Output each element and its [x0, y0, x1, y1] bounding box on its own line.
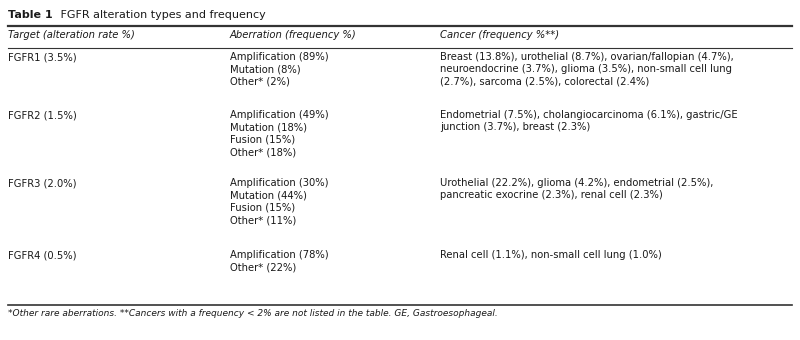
- Text: Amplification (30%): Amplification (30%): [230, 178, 329, 188]
- Text: Other* (11%): Other* (11%): [230, 216, 296, 225]
- Text: FGFR1 (3.5%): FGFR1 (3.5%): [8, 52, 77, 62]
- Text: Fusion (15%): Fusion (15%): [230, 135, 295, 145]
- Text: Amplification (78%): Amplification (78%): [230, 250, 329, 260]
- Text: FGFR4 (0.5%): FGFR4 (0.5%): [8, 250, 77, 260]
- Text: Cancer (frequency %**): Cancer (frequency %**): [440, 30, 559, 40]
- Text: Table 1: Table 1: [8, 10, 53, 20]
- Text: Other* (18%): Other* (18%): [230, 148, 296, 157]
- Text: Urothelial (22.2%), glioma (4.2%), endometrial (2.5%),: Urothelial (22.2%), glioma (4.2%), endom…: [440, 178, 714, 188]
- Text: FGFR3 (2.0%): FGFR3 (2.0%): [8, 178, 77, 188]
- Text: pancreatic exocrine (2.3%), renal cell (2.3%): pancreatic exocrine (2.3%), renal cell (…: [440, 190, 662, 201]
- Text: Breast (13.8%), urothelial (8.7%), ovarian/fallopian (4.7%),: Breast (13.8%), urothelial (8.7%), ovari…: [440, 52, 734, 62]
- Text: FGFR2 (1.5%): FGFR2 (1.5%): [8, 110, 77, 120]
- Text: Amplification (49%): Amplification (49%): [230, 110, 329, 120]
- Text: junction (3.7%), breast (2.3%): junction (3.7%), breast (2.3%): [440, 122, 590, 133]
- Text: Mutation (18%): Mutation (18%): [230, 122, 307, 133]
- Text: Other* (2%): Other* (2%): [230, 77, 290, 87]
- Text: Fusion (15%): Fusion (15%): [230, 203, 295, 213]
- Text: Other* (22%): Other* (22%): [230, 262, 296, 272]
- Text: FGFR alteration types and frequency: FGFR alteration types and frequency: [50, 10, 266, 20]
- Text: *Other rare aberrations. **Cancers with a frequency < 2% are not listed in the t: *Other rare aberrations. **Cancers with …: [8, 309, 498, 318]
- Text: Endometrial (7.5%), cholangiocarcinoma (6.1%), gastric/GE: Endometrial (7.5%), cholangiocarcinoma (…: [440, 110, 738, 120]
- Text: neuroendocrine (3.7%), glioma (3.5%), non-small cell lung: neuroendocrine (3.7%), glioma (3.5%), no…: [440, 65, 732, 74]
- Text: Target (alteration rate %): Target (alteration rate %): [8, 30, 135, 40]
- Text: Mutation (44%): Mutation (44%): [230, 190, 307, 201]
- Text: (2.7%), sarcoma (2.5%), colorectal (2.4%): (2.7%), sarcoma (2.5%), colorectal (2.4%…: [440, 77, 650, 87]
- Text: Mutation (8%): Mutation (8%): [230, 65, 301, 74]
- Text: Amplification (89%): Amplification (89%): [230, 52, 329, 62]
- Text: Aberration (frequency %): Aberration (frequency %): [230, 30, 357, 40]
- Text: Renal cell (1.1%), non-small cell lung (1.0%): Renal cell (1.1%), non-small cell lung (…: [440, 250, 662, 260]
